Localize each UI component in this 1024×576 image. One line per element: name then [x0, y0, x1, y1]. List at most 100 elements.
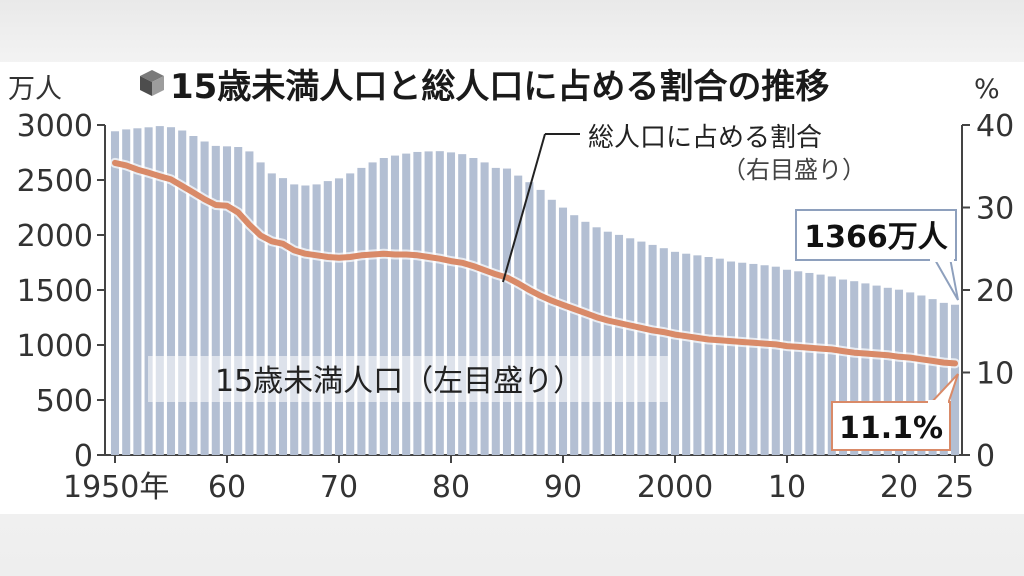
- bar: [883, 287, 892, 455]
- x-axis-tick-label: 60: [208, 470, 246, 505]
- bar: [670, 251, 680, 455]
- bar: [122, 129, 131, 455]
- line-series-label: 総人口に占める割合: [588, 123, 822, 153]
- line-point: [315, 254, 318, 257]
- chart-svg: 15歳未満人口と総人口に占める割合の推移 万人 % 30002500200015…: [8, 67, 1015, 505]
- bar: [794, 271, 803, 455]
- line-point: [147, 171, 150, 175]
- bar: [323, 181, 332, 455]
- bar: [536, 189, 545, 455]
- line-point: [528, 288, 531, 292]
- bar: [760, 265, 769, 455]
- line-point: [293, 249, 296, 252]
- bar: [592, 227, 601, 455]
- bar: [346, 173, 355, 455]
- bar: [726, 261, 736, 455]
- x-axis-tick-label: 2000: [637, 470, 713, 505]
- population-callout: 1366万人: [795, 209, 959, 301]
- bar: [514, 175, 523, 455]
- bar: [446, 152, 456, 455]
- line-point: [494, 273, 497, 276]
- line-point: [830, 348, 833, 351]
- line-point: [405, 253, 408, 256]
- bar: [693, 255, 702, 455]
- bar: [648, 244, 657, 455]
- line-point: [304, 252, 307, 255]
- bar: [390, 155, 400, 455]
- right-axis-tick-label: 0: [976, 439, 995, 474]
- bar-series-label: 15歳未満人口（左目盛り）: [215, 364, 583, 399]
- bar-series: [110, 126, 960, 456]
- line-point: [203, 198, 206, 201]
- bar: [256, 162, 265, 455]
- line-point: [886, 353, 889, 357]
- bar: [939, 302, 948, 455]
- line-point: [595, 316, 598, 319]
- bar: [581, 221, 590, 455]
- bar: [458, 154, 467, 455]
- bar: [379, 158, 388, 455]
- chart-title: 15歳未満人口と総人口に占める割合の推移: [170, 67, 829, 107]
- ratio-callout-text: 11.1%: [839, 411, 943, 446]
- bar: [850, 281, 859, 455]
- bar: [872, 285, 881, 455]
- line-point: [718, 339, 721, 342]
- bar: [491, 167, 500, 455]
- x-axis-tick-label: 90: [544, 470, 582, 505]
- bar: [771, 266, 780, 455]
- chart-title-group: 15歳未満人口と総人口に占める割合の推移: [140, 67, 829, 107]
- bar: [558, 207, 568, 455]
- line-series: [110, 157, 960, 369]
- bar: [738, 262, 747, 455]
- line-point: [326, 255, 329, 259]
- line-point: [237, 211, 240, 214]
- bar: [290, 184, 299, 455]
- bar: [334, 178, 344, 455]
- line-point: [539, 294, 542, 297]
- line-point: [819, 347, 822, 350]
- line-point: [897, 355, 901, 359]
- line-point: [853, 351, 856, 354]
- line-point: [696, 336, 699, 340]
- line-point: [797, 345, 800, 349]
- line-point: [461, 261, 464, 264]
- bar: [682, 253, 691, 455]
- bar: [267, 173, 276, 455]
- line-point: [371, 253, 374, 256]
- line-point: [651, 329, 654, 332]
- line-point: [953, 362, 957, 365]
- line-point: [741, 340, 744, 344]
- line-point: [909, 356, 912, 359]
- bar: [144, 127, 153, 455]
- left-axis-tick-label: 0: [74, 439, 93, 474]
- line-point: [763, 342, 766, 345]
- line-point: [393, 253, 397, 256]
- line-point: [483, 269, 486, 272]
- line-point: [662, 330, 665, 334]
- bar: [637, 241, 646, 455]
- line-point: [875, 353, 878, 356]
- bar: [234, 147, 243, 455]
- bar: [570, 215, 579, 455]
- line-point: [606, 319, 609, 322]
- bar: [200, 141, 209, 455]
- line-point: [550, 299, 553, 302]
- bar: [222, 146, 232, 455]
- line-point: [416, 254, 419, 257]
- bar: [838, 279, 848, 455]
- line-point: [360, 254, 363, 257]
- line-point: [259, 234, 262, 237]
- bar: [614, 234, 624, 455]
- chart-figure: 15歳未満人口と総人口に占める割合の推移 万人 % 3000 2500 2000 15…: [0, 62, 1024, 514]
- right-axis-tick-label: 10: [976, 357, 1014, 392]
- bar: [928, 299, 937, 455]
- left-axis-tick-label: 2500: [17, 164, 93, 199]
- line-point: [774, 343, 777, 346]
- line-point: [629, 324, 632, 327]
- line-point: [214, 203, 217, 207]
- ratio-callout: 11.1%: [831, 373, 959, 451]
- bar: [603, 231, 612, 455]
- x-axis-tick-label: 80: [432, 470, 470, 505]
- line-point: [931, 359, 934, 363]
